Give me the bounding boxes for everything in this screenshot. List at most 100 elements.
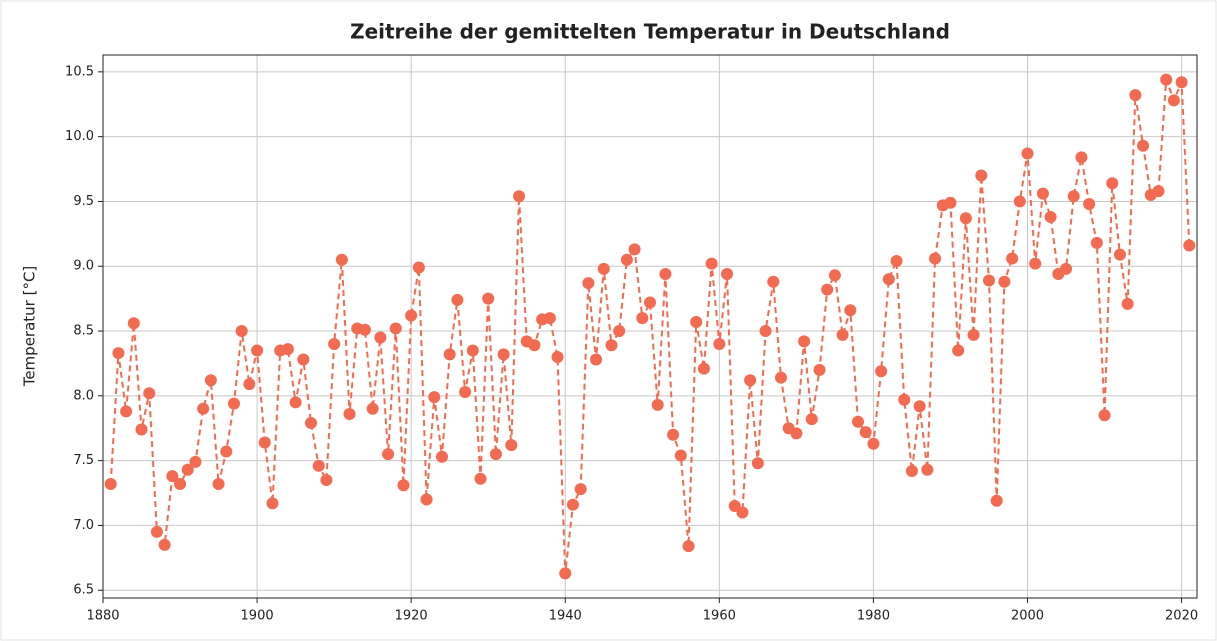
x-tick-label: 1920 — [395, 609, 428, 624]
y-tick-label: 9.5 — [73, 194, 94, 209]
marker — [705, 257, 718, 270]
marker — [667, 428, 680, 441]
marker — [929, 252, 942, 265]
marker — [312, 459, 325, 472]
marker — [644, 296, 656, 309]
marker — [451, 293, 464, 306]
marker — [543, 312, 556, 325]
y-tick-label: 6.5 — [73, 583, 94, 598]
y-axis-label: Temperatur [°C] — [21, 266, 39, 388]
x-tick-label: 1980 — [857, 609, 890, 624]
marker — [1021, 147, 1034, 160]
marker — [905, 464, 918, 477]
y-tick-label: 7.5 — [73, 453, 94, 468]
marker — [258, 436, 271, 449]
marker — [1183, 239, 1196, 252]
marker — [836, 328, 849, 341]
marker — [597, 262, 610, 275]
plot-area — [102, 54, 1198, 599]
marker — [212, 477, 225, 490]
marker — [459, 385, 472, 398]
marker — [898, 393, 911, 406]
marker — [798, 335, 811, 348]
marker — [882, 273, 895, 286]
marker — [990, 494, 1003, 507]
chart-title: Zeitreihe der gemittelten Temperatur in … — [350, 20, 950, 44]
marker — [389, 322, 402, 335]
marker — [374, 331, 387, 344]
marker — [474, 472, 487, 485]
marker — [590, 353, 603, 366]
marker — [1175, 76, 1188, 89]
marker — [227, 397, 240, 410]
x-tick-label: 2000 — [1011, 609, 1044, 624]
marker — [189, 455, 202, 468]
marker — [335, 253, 348, 266]
marker — [975, 169, 988, 182]
marker — [982, 274, 995, 287]
marker — [1013, 195, 1026, 208]
marker — [1160, 73, 1173, 86]
marker — [358, 323, 371, 336]
marker — [1106, 177, 1119, 190]
x-tick-label: 1880 — [86, 609, 119, 624]
marker — [243, 378, 256, 391]
marker — [605, 339, 618, 352]
marker — [328, 337, 341, 350]
marker — [1129, 89, 1142, 102]
marker — [428, 391, 441, 404]
marker — [1121, 297, 1134, 310]
marker — [859, 426, 872, 439]
marker — [289, 396, 302, 409]
marker — [697, 362, 710, 375]
marker — [566, 498, 579, 511]
marker — [921, 463, 934, 476]
marker — [489, 448, 502, 461]
marker — [551, 350, 564, 363]
marker — [305, 417, 318, 430]
marker — [112, 347, 125, 360]
marker — [343, 407, 356, 420]
marker — [235, 325, 248, 338]
marker — [1090, 236, 1103, 249]
marker — [744, 374, 757, 387]
marker — [513, 190, 526, 203]
marker — [875, 365, 888, 378]
marker — [397, 479, 410, 492]
marker — [713, 337, 726, 350]
marker — [559, 567, 572, 580]
marker — [497, 348, 510, 361]
marker — [1152, 185, 1165, 198]
marker — [867, 437, 880, 450]
marker — [281, 343, 294, 356]
marker — [613, 325, 626, 338]
marker — [528, 339, 541, 352]
marker — [1098, 409, 1111, 422]
marker — [1036, 187, 1049, 200]
marker — [767, 275, 780, 288]
marker — [158, 538, 171, 551]
marker — [967, 328, 980, 341]
marker — [174, 477, 187, 490]
marker — [1137, 139, 1150, 152]
marker — [181, 463, 194, 476]
marker — [1083, 198, 1096, 211]
marker — [143, 387, 156, 400]
marker — [320, 474, 333, 487]
marker — [1060, 262, 1073, 275]
marker — [998, 275, 1011, 288]
x-tick-label: 1960 — [703, 609, 736, 624]
marker — [751, 457, 764, 470]
marker — [366, 402, 379, 415]
marker — [166, 470, 179, 483]
marker — [420, 493, 433, 506]
x-tick-label: 1940 — [549, 609, 582, 624]
marker — [828, 269, 841, 282]
marker — [774, 371, 787, 384]
marker — [813, 363, 826, 376]
marker — [412, 261, 425, 274]
marker — [682, 540, 695, 553]
marker — [204, 374, 217, 387]
marker — [944, 196, 957, 209]
